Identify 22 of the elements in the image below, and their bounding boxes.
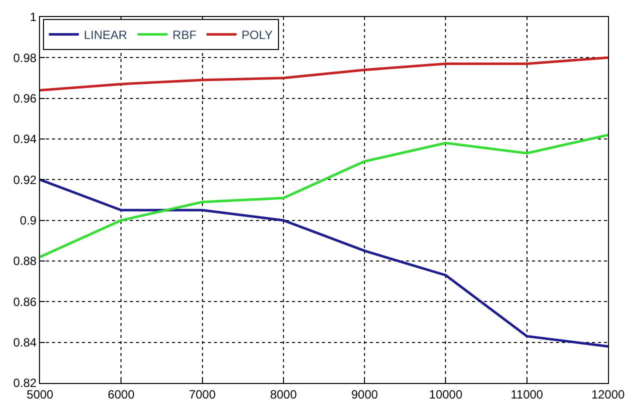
legend-label: POLY: [242, 28, 273, 42]
y-tick-label: 0.84: [13, 336, 37, 350]
x-tick-label: 9000: [351, 387, 378, 402]
line-series: [40, 178, 608, 348]
y-tick-label: 0.86: [13, 294, 37, 309]
y-tick-label: 0.96: [13, 92, 37, 106]
legend-label: LINEAR: [84, 28, 128, 42]
x-tick-label: 11000: [510, 387, 544, 402]
line-series: [40, 134, 608, 258]
y-tick-label: 1: [30, 10, 37, 24]
x-tick-label: 7000: [188, 387, 216, 402]
y-tick-label: 0.92: [13, 172, 37, 187]
x-tick-label: 6000: [108, 387, 135, 402]
y-tick-label: 0.98: [13, 50, 37, 65]
y-tick-label: 0.88: [13, 254, 37, 268]
x-tick-label: 10000: [429, 387, 463, 402]
y-tick-label: 0.94: [13, 132, 37, 146]
x-tick-label: 8000: [270, 387, 298, 402]
legend-label: RBF: [172, 28, 197, 42]
y-tick-label: 0.9: [20, 214, 37, 228]
x-tick-label: 12000: [591, 387, 626, 402]
line-series: [40, 56, 608, 92]
